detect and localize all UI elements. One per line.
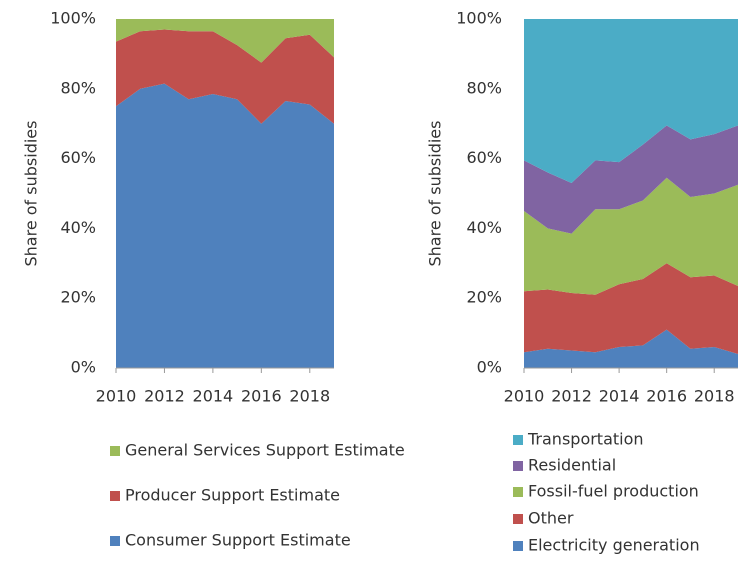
legend-label: Other xyxy=(528,509,574,528)
area xyxy=(524,329,738,368)
area xyxy=(524,19,738,184)
legend-swatch xyxy=(513,487,523,497)
legend-swatch xyxy=(513,435,523,445)
y-axis-title: Share of subsidies xyxy=(22,121,41,267)
y-tick-label: 20% xyxy=(60,288,96,307)
y-tick-label: 60% xyxy=(466,148,502,167)
legend-swatch xyxy=(513,514,523,524)
legend-swatch xyxy=(110,536,120,546)
legend-label: Electricity generation xyxy=(528,536,700,555)
y-tick-label: 100% xyxy=(50,9,96,28)
area xyxy=(116,19,334,63)
area xyxy=(524,263,738,355)
y-tick-label: 0% xyxy=(477,358,502,377)
x-tick-label: 2016 xyxy=(241,387,282,406)
x-tick-label: 2018 xyxy=(694,387,735,406)
area xyxy=(524,125,738,234)
x-tick-label: 2016 xyxy=(646,387,687,406)
legend-label: Residential xyxy=(528,456,616,475)
x-tick-label: 2014 xyxy=(599,387,640,406)
y-tick-label: 0% xyxy=(71,358,96,377)
area xyxy=(524,177,738,295)
legend-label: Consumer Support Estimate xyxy=(125,531,351,550)
x-tick-label: 2010 xyxy=(504,387,545,406)
y-tick-label: 20% xyxy=(466,288,502,307)
y-tick-label: 40% xyxy=(60,218,96,237)
legend-swatch xyxy=(110,491,120,501)
x-tick-label: 2010 xyxy=(96,387,137,406)
legend-label: Transportation xyxy=(527,430,644,449)
y-tick-label: 60% xyxy=(60,148,96,167)
x-tick-label: 2012 xyxy=(551,387,592,406)
y-axis-title: Share of subsidies xyxy=(426,121,445,267)
y-tick-label: 80% xyxy=(60,78,96,97)
x-tick-label: 2014 xyxy=(193,387,234,406)
y-tick-label: 80% xyxy=(466,78,502,97)
y-tick-label: 40% xyxy=(466,218,502,237)
area xyxy=(116,29,334,124)
legend-swatch xyxy=(513,541,523,551)
legend-label: General Services Support Estimate xyxy=(125,441,405,460)
y-tick-label: 100% xyxy=(456,9,502,28)
legend-label: Producer Support Estimate xyxy=(125,486,340,505)
x-tick-label: 2012 xyxy=(144,387,185,406)
legend-swatch xyxy=(513,461,523,471)
x-tick-label: 2018 xyxy=(289,387,330,406)
legend-swatch xyxy=(110,446,120,456)
area xyxy=(116,83,334,368)
legend-label: Fossil-fuel production xyxy=(528,482,699,501)
